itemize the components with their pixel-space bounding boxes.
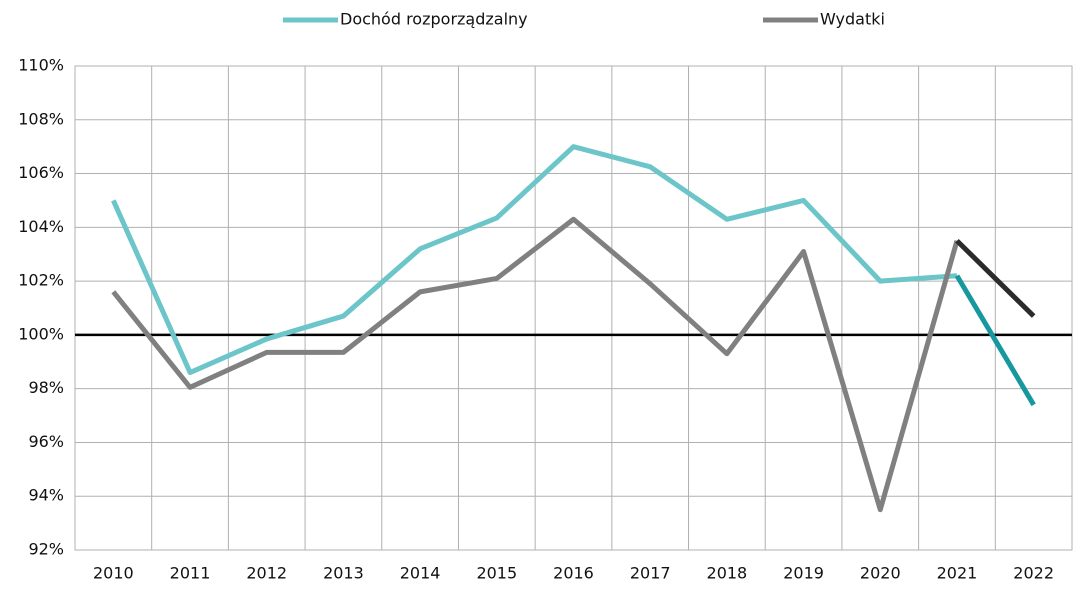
series-line xyxy=(111,216,960,513)
legend-label: Dochód rozporządzalny xyxy=(340,10,528,29)
y-tick-label: 104% xyxy=(18,217,64,236)
y-tick-label: 96% xyxy=(28,432,64,451)
legend-label: Wydatki xyxy=(820,10,885,29)
y-tick-label: 94% xyxy=(28,486,64,505)
x-tick-label: 2020 xyxy=(860,564,901,583)
x-tick-label: 2021 xyxy=(937,564,978,583)
y-tick-label: 106% xyxy=(18,163,64,182)
x-tick-label: 2010 xyxy=(93,564,134,583)
x-tick-label: 2016 xyxy=(553,564,594,583)
x-tick-label: 2012 xyxy=(246,564,287,583)
x-tick-label: 2015 xyxy=(476,564,517,583)
x-tick-label: 2011 xyxy=(170,564,211,583)
series-line-last-segment xyxy=(954,274,1036,407)
plot-frame xyxy=(74,65,1073,551)
x-tick-label: 2019 xyxy=(783,564,824,583)
y-tick-label: 102% xyxy=(18,271,64,290)
y-tick-label: 110% xyxy=(18,56,64,75)
x-tick-label: 2013 xyxy=(323,564,364,583)
x-tick-label: 2017 xyxy=(630,564,671,583)
series-line-last-segment xyxy=(955,238,1036,318)
y-tick-label: 108% xyxy=(18,109,64,128)
series-line xyxy=(111,144,958,376)
x-tick-label: 2014 xyxy=(400,564,441,583)
y-tick-label: 100% xyxy=(18,324,64,343)
x-tick-label: 2018 xyxy=(707,564,748,583)
y-tick-label: 92% xyxy=(28,540,64,559)
x-tick-label: 2022 xyxy=(1013,564,1054,583)
y-tick-label: 98% xyxy=(28,378,64,397)
